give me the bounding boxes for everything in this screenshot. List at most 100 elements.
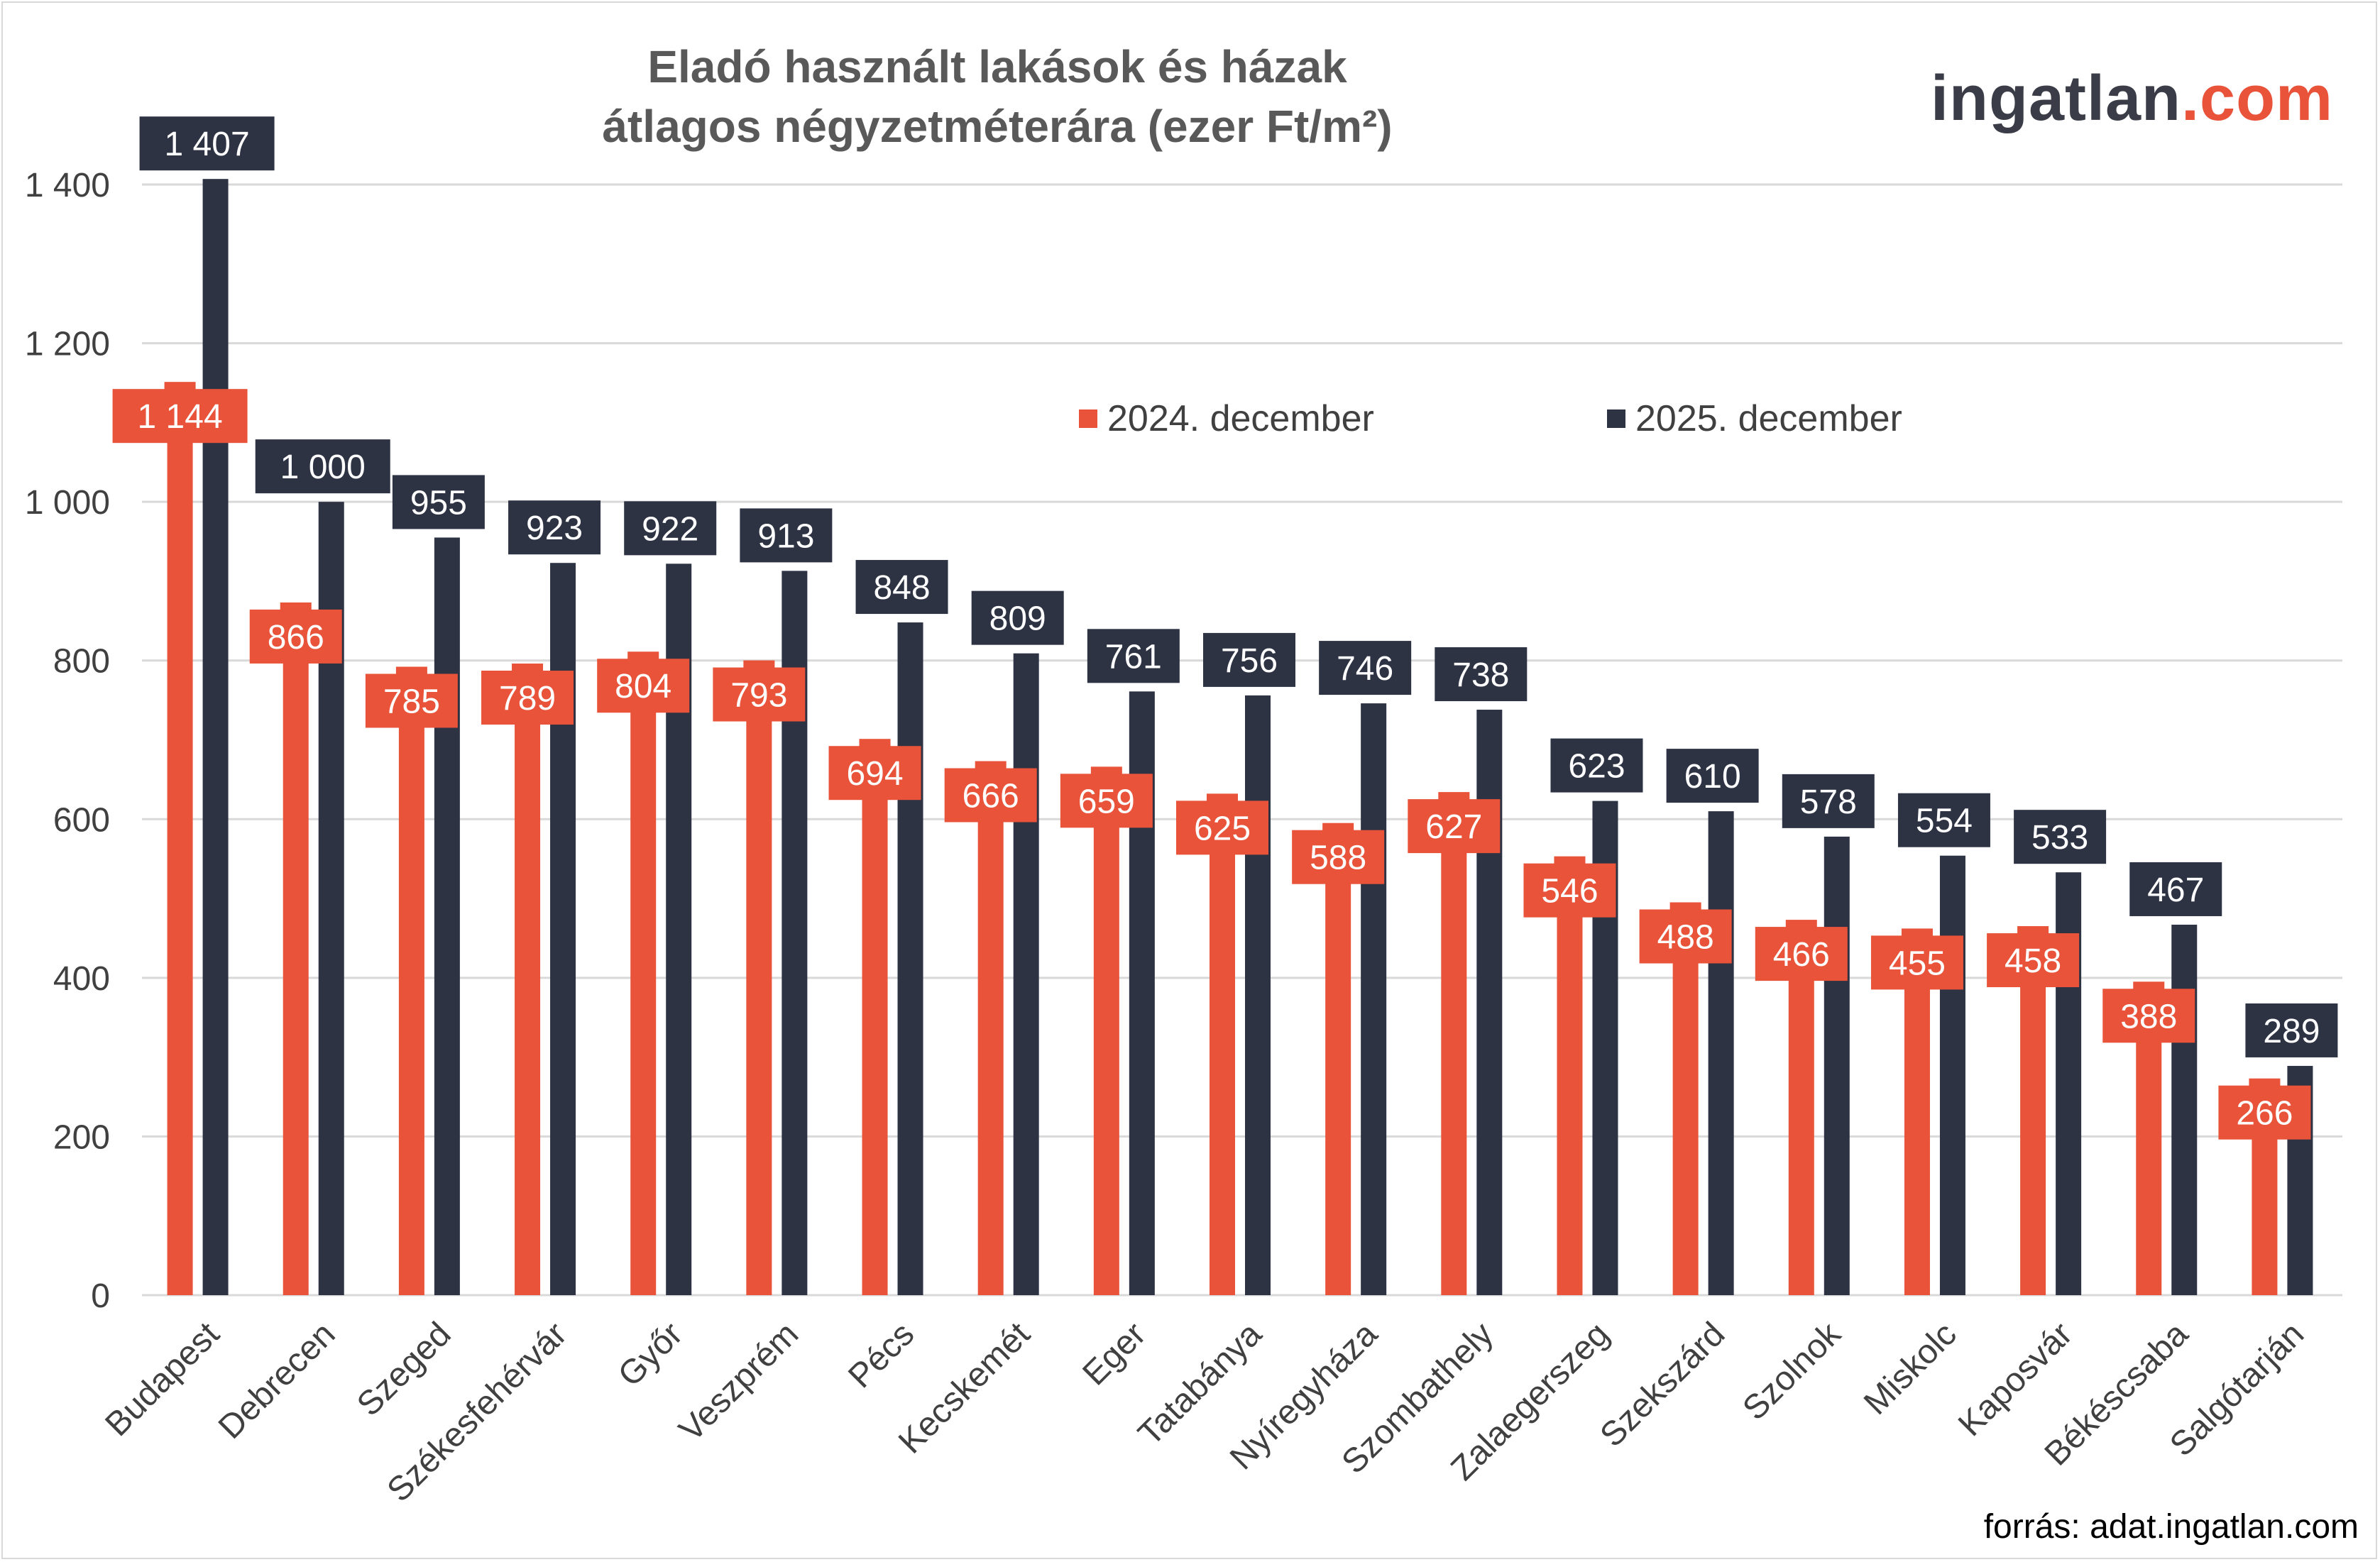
legend-item-2025: 2025. december	[1607, 397, 1902, 440]
bar-2025	[1245, 695, 1271, 1295]
data-label-2024: 455	[1889, 945, 1946, 982]
data-label-2025-bg	[2014, 810, 2107, 864]
x-category-label: Szolnok	[1735, 1315, 1848, 1428]
data-label-2025-bg	[624, 501, 717, 556]
data-label-2024: 588	[1310, 840, 1366, 877]
title-line-2: átlagos négyzetméterára (ezer Ft/m²)	[602, 101, 1393, 152]
data-label-2024: 1 144	[138, 398, 223, 436]
bar-2024	[1441, 798, 1467, 1295]
data-label-2024: 458	[2005, 942, 2061, 980]
x-category-label: Szeged	[350, 1315, 459, 1424]
legend-label-2025: 2025. december	[1635, 398, 1902, 439]
data-label-2024: 488	[1657, 918, 1714, 956]
data-label-2024-bg	[1639, 909, 1732, 964]
data-label-2024-bg	[365, 673, 458, 728]
data-label-2025: 955	[410, 484, 467, 522]
chart-title: Eladó használt lakások és házak átlagos …	[497, 37, 1498, 156]
data-label-2025-bg	[1666, 749, 1759, 803]
bar-2024	[1325, 828, 1351, 1295]
data-label-2025: 610	[1684, 758, 1741, 796]
data-label-2024-bg	[2218, 1085, 2311, 1140]
data-label-2025-bg	[1087, 629, 1180, 683]
data-label-2024-bg	[1060, 774, 1153, 828]
data-label-2024-bg	[249, 609, 342, 664]
data-label-2024-bg	[1176, 801, 1268, 855]
brand-logo: ingatlan.com	[1931, 62, 2333, 136]
bar-2024	[2020, 932, 2046, 1295]
data-label-2025: 922	[642, 510, 698, 548]
data-label-2025-bg	[2129, 862, 2222, 916]
data-label-2024: 804	[615, 668, 671, 705]
bar-2025	[202, 179, 229, 1295]
data-label-2025: 761	[1105, 638, 1162, 676]
data-label-2024: 793	[730, 677, 787, 715]
x-category-label: Budapest	[98, 1315, 226, 1443]
bar-2025	[1708, 811, 1734, 1295]
y-tick-label: 1 000	[25, 484, 110, 522]
data-label-2025-bg	[1897, 793, 1990, 847]
data-label-2024: 625	[1194, 810, 1251, 847]
x-category-label: Szekszárd	[1593, 1315, 1732, 1454]
legend-label-2024: 2024. december	[1107, 398, 1374, 439]
data-label-2025-bg	[971, 590, 1064, 645]
data-label-2025: 809	[989, 600, 1046, 638]
title-line-1: Eladó használt lakások és házak	[647, 41, 1347, 92]
legend-item-2024: 2024. december	[1079, 397, 1374, 440]
data-label-2024-bg	[713, 667, 806, 722]
bar-2024	[862, 744, 888, 1295]
data-label-2024-bg	[1870, 935, 1963, 990]
data-label-2024-bg	[828, 746, 921, 801]
data-label-2024: 388	[2120, 998, 2177, 1035]
data-label-2024-bg	[1523, 863, 1616, 918]
data-label-2025-bg	[1203, 632, 1295, 687]
bar-2024	[746, 666, 772, 1295]
bar-2025	[434, 537, 460, 1295]
y-tick-label: 1 200	[25, 326, 110, 363]
bar-2024	[1788, 925, 1814, 1295]
data-label-2025: 1 000	[280, 449, 366, 486]
data-label-2024-bg	[481, 671, 574, 725]
legend-swatch-2025	[1607, 409, 1625, 428]
y-tick-label: 800	[53, 643, 110, 681]
data-label-2025-bg	[255, 439, 390, 494]
bar-2025	[897, 622, 923, 1295]
bar-2025	[1824, 836, 1850, 1295]
data-label-2025: 913	[757, 517, 814, 555]
bar-2025	[1476, 710, 1503, 1295]
bar-2024	[398, 672, 424, 1295]
x-category-label: Pécs	[841, 1315, 921, 1395]
data-label-2024: 546	[1541, 873, 1598, 911]
data-label-2024-bg	[597, 659, 690, 713]
data-label-2025-bg	[392, 475, 485, 529]
data-label-2025: 578	[1800, 783, 1857, 821]
data-label-2024: 627	[1425, 808, 1482, 846]
data-label-2025: 623	[1568, 748, 1625, 786]
bar-2024	[1557, 862, 1583, 1295]
data-label-2025-bg	[855, 560, 948, 615]
data-label-2024: 789	[499, 680, 556, 717]
y-tick-label: 600	[53, 801, 110, 839]
bar-2024	[1093, 772, 1119, 1295]
data-label-2025: 1 407	[165, 126, 250, 163]
data-label-2024: 266	[2236, 1095, 2293, 1133]
data-label-2024: 466	[1773, 936, 1830, 974]
x-category-label: Miskolc	[1857, 1315, 1964, 1422]
bar-2024	[1904, 934, 1930, 1295]
data-label-2024-bg	[1292, 830, 1385, 884]
bar-2024	[167, 387, 193, 1296]
bar-2025	[2171, 924, 2198, 1295]
data-label-2025-bg	[740, 508, 833, 563]
data-label-2025: 533	[2031, 819, 2088, 857]
data-label-2024-bg	[944, 768, 1037, 823]
data-label-2025: 467	[2147, 871, 2204, 909]
bar-2025	[1361, 703, 1387, 1295]
data-label-2025: 848	[873, 569, 930, 607]
data-label-2025: 923	[526, 510, 583, 547]
y-tick-label: 200	[53, 1118, 110, 1156]
data-label-2025: 738	[1452, 656, 1509, 694]
bar-2025	[1939, 855, 1965, 1295]
bar-2024	[1210, 799, 1235, 1295]
y-tick-label: 0	[91, 1277, 110, 1315]
data-label-2025: 756	[1221, 642, 1278, 680]
